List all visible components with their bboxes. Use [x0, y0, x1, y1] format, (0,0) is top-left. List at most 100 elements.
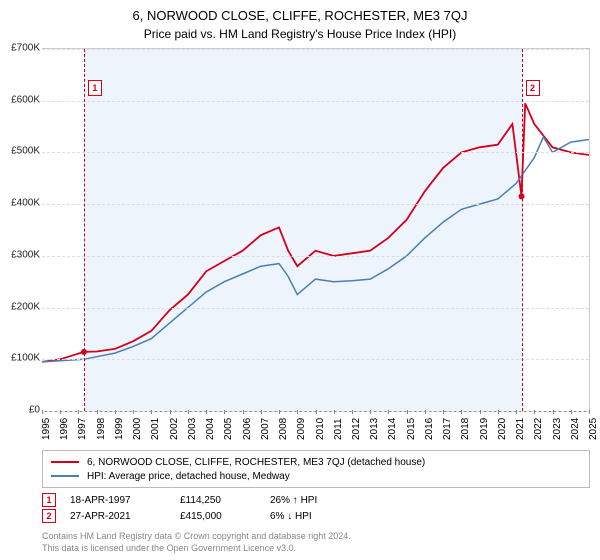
footer: Contains HM Land Registry data © Crown c… — [42, 530, 590, 554]
x-tick-label: 2011 — [333, 418, 344, 440]
record-pct: 26% ↑ HPI — [270, 495, 350, 506]
x-tick-label: 2022 — [533, 418, 544, 440]
x-tick — [42, 410, 43, 414]
y-tick-label: £0 — [29, 405, 40, 416]
y-tick-label: £200K — [11, 301, 40, 312]
sale-records: 1 18-APR-1997£114,25026% ↑ HPI 2 27-APR-202… — [42, 492, 590, 524]
x-tick-label: 2010 — [315, 418, 326, 440]
x-tick-label: 2021 — [515, 418, 526, 440]
gridline — [42, 204, 589, 205]
chart-subtitle: Price paid vs. HM Land Registry's House … — [0, 23, 600, 45]
x-tick — [188, 410, 189, 414]
y-tick-label: £600K — [11, 94, 40, 105]
marker-line — [522, 49, 523, 411]
y-tick-label: £400K — [11, 198, 40, 209]
chart-title: 6, NORWOOD CLOSE, CLIFFE, ROCHESTER, ME3… — [0, 0, 600, 23]
x-tick-label: 2002 — [169, 418, 180, 440]
x-tick — [461, 410, 462, 414]
x-tick-label: 2006 — [242, 418, 253, 440]
x-tick-label: 2003 — [187, 418, 198, 440]
marker-label: 2 — [526, 80, 540, 96]
x-tick — [334, 410, 335, 414]
footer-line-2: This data is licensed under the Open Gov… — [42, 542, 590, 554]
gridline — [42, 101, 589, 102]
gridline — [42, 308, 589, 309]
x-tick-label: 2007 — [260, 418, 271, 440]
x-tick-label: 2013 — [369, 418, 380, 440]
record-price: £114,250 — [180, 495, 270, 506]
gridline — [42, 152, 589, 153]
x-tick — [133, 410, 134, 414]
x-tick — [60, 410, 61, 414]
x-tick-label: 2012 — [351, 418, 362, 440]
x-tick — [297, 410, 298, 414]
y-axis: £0£100K£200K£300K£400K£500K£600K£700K — [0, 48, 42, 410]
x-tick — [261, 410, 262, 414]
record-marker: 1 — [42, 493, 56, 507]
x-tick-label: 1996 — [59, 418, 70, 440]
x-tick — [498, 410, 499, 414]
x-tick-label: 2025 — [588, 418, 599, 440]
x-tick — [370, 410, 371, 414]
x-tick-label: 2016 — [424, 418, 435, 440]
legend-swatch — [51, 475, 79, 477]
record-price: £415,000 — [180, 511, 270, 522]
x-tick — [97, 410, 98, 414]
legend-label: 6, NORWOOD CLOSE, CLIFFE, ROCHESTER, ME3… — [87, 457, 425, 468]
marker-label: 1 — [88, 80, 102, 96]
x-tick-label: 2008 — [278, 418, 289, 440]
x-tick — [443, 410, 444, 414]
legend-label: HPI: Average price, detached house, Medw… — [87, 471, 290, 482]
x-tick — [279, 410, 280, 414]
gridline — [42, 256, 589, 257]
chart-svg — [42, 49, 589, 411]
record-marker: 2 — [42, 509, 56, 523]
legend-item: HPI: Average price, detached house, Medw… — [51, 469, 581, 483]
x-tick — [407, 410, 408, 414]
x-tick-label: 2014 — [387, 418, 398, 440]
x-tick-label: 2005 — [223, 418, 234, 440]
x-tick — [516, 410, 517, 414]
x-tick-label: 2015 — [406, 418, 417, 440]
chart-container: { "title": "6, NORWOOD CLOSE, CLIFFE, RO… — [0, 0, 600, 560]
x-tick — [352, 410, 353, 414]
x-tick-label: 1999 — [114, 418, 125, 440]
x-tick-label: 2023 — [552, 418, 563, 440]
x-axis: 1995199619971998199920002001200220032004… — [42, 410, 590, 450]
record-date: 27-APR-2021 — [70, 511, 180, 522]
x-tick — [151, 410, 152, 414]
legend: 6, NORWOOD CLOSE, CLIFFE, ROCHESTER, ME3… — [42, 450, 590, 488]
x-tick-label: 2018 — [460, 418, 471, 440]
y-tick-label: £300K — [11, 249, 40, 260]
x-tick-label: 2004 — [205, 418, 216, 440]
y-tick-label: £700K — [11, 43, 40, 54]
x-tick-label: 2001 — [150, 418, 161, 440]
x-tick — [78, 410, 79, 414]
x-tick-label: 2024 — [570, 418, 581, 440]
x-tick — [206, 410, 207, 414]
x-tick-label: 2000 — [132, 418, 143, 440]
x-tick — [115, 410, 116, 414]
record-date: 18-APR-1997 — [70, 495, 180, 506]
marker-line — [84, 49, 85, 411]
series-line-property — [42, 103, 589, 362]
x-tick — [571, 410, 572, 414]
x-tick-label: 2020 — [497, 418, 508, 440]
x-tick — [224, 410, 225, 414]
x-tick — [388, 410, 389, 414]
x-tick-label: 2019 — [479, 418, 490, 440]
legend-item: 6, NORWOOD CLOSE, CLIFFE, ROCHESTER, ME3… — [51, 455, 581, 469]
record-pct: 6% ↓ HPI — [270, 511, 350, 522]
x-tick — [534, 410, 535, 414]
x-tick-label: 1997 — [77, 418, 88, 440]
x-tick — [316, 410, 317, 414]
x-tick — [243, 410, 244, 414]
x-tick — [553, 410, 554, 414]
x-tick — [589, 410, 590, 414]
chart-plot-area: 12 — [42, 48, 590, 412]
series-line-hpi — [42, 137, 589, 362]
y-tick-label: £100K — [11, 353, 40, 364]
sale-record-row: 1 18-APR-1997£114,25026% ↑ HPI — [42, 492, 590, 508]
x-tick-label: 1998 — [96, 418, 107, 440]
gridline — [42, 49, 589, 50]
